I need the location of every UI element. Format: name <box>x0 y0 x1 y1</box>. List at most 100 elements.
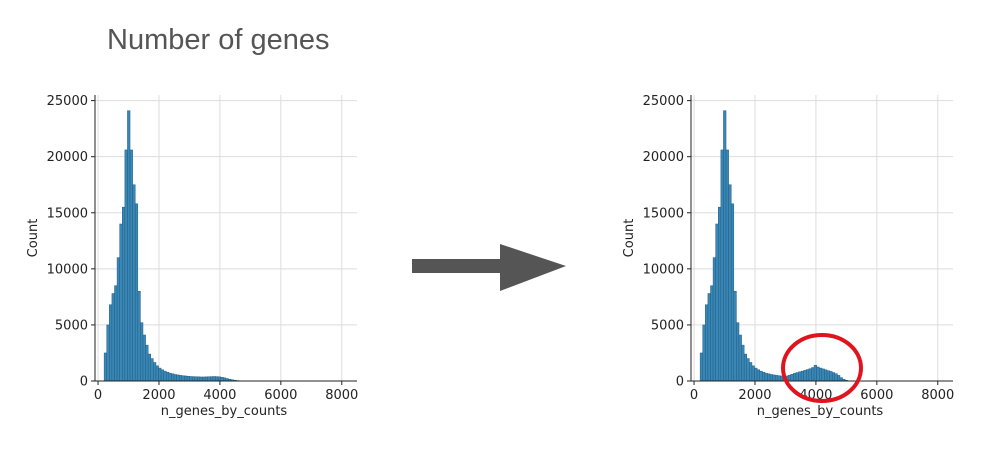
histogram-bar <box>819 367 823 382</box>
histogram-bar <box>777 375 781 382</box>
x-tick-label: 8000 <box>325 388 358 403</box>
histogram-bar <box>155 365 159 382</box>
histogram-bar <box>718 206 722 382</box>
y-tick-label: 25000 <box>47 94 88 109</box>
histogram-bar <box>220 377 224 382</box>
histogram-bar <box>733 291 737 382</box>
histogram-bar <box>795 372 799 382</box>
histogram-bar <box>217 376 221 382</box>
histogram-bar <box>699 352 703 382</box>
histogram-bar <box>772 374 776 382</box>
histogram-bar <box>114 285 118 382</box>
histogram-bar <box>163 370 167 382</box>
histogram-bar <box>160 369 164 382</box>
histogram-bar <box>730 203 735 382</box>
histogram-bar <box>702 324 706 382</box>
y-tick-label: 5000 <box>651 318 684 333</box>
histogram-bar <box>803 370 807 382</box>
histogram-bar <box>790 374 794 382</box>
histogram-bar <box>137 291 141 382</box>
x-axis-label: n_genes_by_counts <box>161 404 288 419</box>
histogram-bar <box>705 304 709 382</box>
histogram-bar <box>140 322 144 382</box>
histogram-bar <box>764 372 768 382</box>
histogram-bar <box>813 365 817 382</box>
histogram-bar <box>751 365 755 382</box>
histogram-bar <box>176 374 180 382</box>
histogram-bar <box>821 368 825 382</box>
histogram-bar <box>710 285 714 382</box>
histogram-bar <box>834 373 838 382</box>
histogram-bar <box>103 352 107 382</box>
histogram-bar <box>199 376 203 382</box>
histogram-bar <box>808 368 812 382</box>
y-tick-label: 20000 <box>643 150 684 165</box>
y-tick-label: 15000 <box>643 206 684 221</box>
histogram-bar <box>212 376 216 382</box>
histogram-bar <box>837 375 841 382</box>
histogram-bar <box>754 367 758 382</box>
histogram-bar <box>168 372 172 382</box>
histogram-bar <box>715 223 719 382</box>
histogram-bar <box>204 376 208 382</box>
histogram-bar <box>798 371 802 382</box>
histogram-before: 0 2000 4000 6000 8000 0 5000 10000 15000 20000 250… <box>26 94 358 419</box>
histogram-bar <box>145 344 149 382</box>
y-tick-label: 0 <box>80 375 88 390</box>
histogram-bar <box>189 376 193 382</box>
histogram-bar <box>707 293 711 382</box>
histogram-bar <box>119 223 123 382</box>
histogram-bar <box>736 322 740 382</box>
y-axis-label: Count <box>622 219 637 258</box>
histogram-bar <box>158 367 162 382</box>
histogram-bar <box>759 370 763 382</box>
histogram-bar <box>806 369 810 382</box>
histogram-bar <box>207 376 211 382</box>
histogram-bar <box>712 257 716 382</box>
histogram-bar <box>210 376 214 382</box>
histogram-bar <box>181 375 185 382</box>
histogram-bar <box>767 373 771 382</box>
x-tick-label: 4000 <box>203 388 236 403</box>
transition-arrow-icon <box>412 244 566 291</box>
histogram-bar <box>829 371 833 382</box>
histogram-bar <box>186 376 190 382</box>
histogram-bar <box>142 334 146 382</box>
y-tick-label: 10000 <box>47 262 88 277</box>
histogram-bar <box>720 149 724 382</box>
histogram-bar <box>171 373 175 382</box>
histogram-bar <box>741 344 745 382</box>
histogram-bar <box>166 372 170 382</box>
histogram-bar <box>129 149 133 382</box>
histogram-bar <box>178 375 183 382</box>
histogram-bar <box>774 375 779 382</box>
histogram-bar <box>153 362 157 382</box>
histogram-bar <box>746 358 750 382</box>
y-tick-label: 25000 <box>643 94 684 109</box>
histogram-bar <box>800 370 804 382</box>
histogram-bar <box>147 353 152 382</box>
histogram-bar <box>109 304 113 382</box>
histogram-bar <box>743 353 748 382</box>
histogram-bar <box>831 372 836 382</box>
x-axis-label: n_genes_by_counts <box>757 404 884 419</box>
histogram-bar <box>816 366 820 382</box>
histogram-bar <box>111 293 115 382</box>
histogram-bar <box>728 184 732 382</box>
histogram-bar <box>756 369 760 382</box>
y-axis-label: Count <box>26 219 41 258</box>
histogram-bar <box>124 149 128 382</box>
highlight-circle <box>781 333 863 403</box>
page-title: Number of genes <box>107 24 330 56</box>
histogram-bar <box>824 369 828 382</box>
histogram-bar <box>150 358 154 382</box>
x-tick-label: 0 <box>94 388 102 403</box>
histogram-bar <box>106 324 110 382</box>
histogram-bar <box>839 377 843 382</box>
y-tick-label: 15000 <box>47 206 88 221</box>
histogram-bar <box>197 376 201 382</box>
y-tick-label: 5000 <box>55 318 88 333</box>
histogram-bar <box>116 257 120 382</box>
x-tick-label: 0 <box>690 388 698 403</box>
